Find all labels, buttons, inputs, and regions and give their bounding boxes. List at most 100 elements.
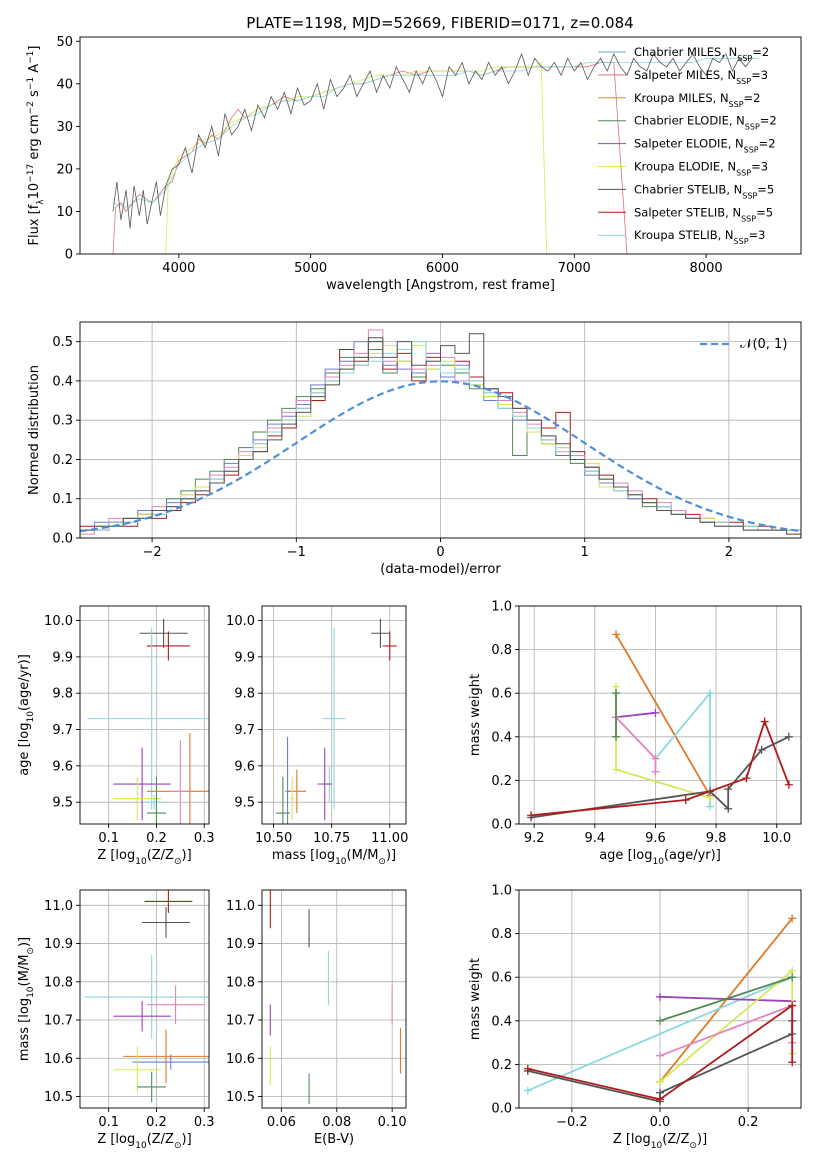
error-bar-point bbox=[371, 618, 390, 648]
weight-marker bbox=[681, 796, 690, 805]
y-tick-label: 0.2 bbox=[52, 453, 73, 468]
weight-line bbox=[531, 718, 790, 817]
y-tick-label: 11.0 bbox=[226, 899, 255, 914]
plot-frame bbox=[261, 889, 407, 1109]
plot-frame bbox=[79, 36, 802, 255]
weight-marker bbox=[706, 802, 715, 811]
axes-residuals bbox=[80, 322, 801, 539]
legend-label: 𝒩(0, 1) bbox=[740, 337, 787, 352]
charts: 4000 5000 6000 7000 800001020304050wavelengt… bbox=[17, 35, 802, 1151]
error-bar-point bbox=[382, 631, 397, 661]
weight-marker bbox=[784, 780, 793, 789]
weight-marker bbox=[523, 1086, 532, 1095]
x-tick-label: 0.2 bbox=[738, 1115, 759, 1130]
error-bar-point bbox=[113, 776, 162, 821]
y-tick-label: 10.7 bbox=[226, 1014, 255, 1029]
weight-marker bbox=[612, 689, 621, 698]
y-tick-label: 0.3 bbox=[52, 414, 73, 429]
y-tick-label: 9.6 bbox=[52, 759, 73, 774]
y-tick-label: 40 bbox=[56, 77, 73, 92]
x-tick-label: 10.50 bbox=[255, 831, 292, 846]
x-tick-label: 7000 bbox=[558, 261, 591, 276]
weight-marker bbox=[612, 765, 621, 774]
legend-label: Chabrier STELIB, NSSP=5 bbox=[634, 182, 774, 200]
y-tick-label: 9.9 bbox=[234, 650, 255, 665]
error-bar-point bbox=[142, 907, 190, 938]
marks-age-weight bbox=[527, 630, 793, 822]
y-tick-label: 50 bbox=[56, 35, 73, 50]
y-tick-label: 0.4 bbox=[52, 374, 73, 389]
legend-label: Chabrier ELODIE, NSSP=2 bbox=[634, 114, 777, 132]
weight-marker bbox=[788, 973, 797, 982]
legend: Chabrier MILES, NSSP=2 Salpeter MILES, NS… bbox=[598, 45, 777, 246]
x-axis-label: Z [log10(Z/Z⊙)] bbox=[97, 1132, 191, 1151]
weight-line bbox=[527, 976, 793, 1092]
y-axis-label: Normed distribution bbox=[27, 365, 42, 495]
x-tick-label: 9.4 bbox=[584, 831, 605, 846]
marks-z-weight bbox=[523, 914, 797, 1106]
y-tick-label: 0.8 bbox=[491, 643, 512, 658]
y-tick-label: 9.9 bbox=[52, 650, 73, 665]
y-tick-label: 10.8 bbox=[44, 975, 73, 990]
error-bar-point bbox=[113, 1046, 162, 1093]
marks-z-age bbox=[87, 618, 209, 824]
x-tick-label: 8000 bbox=[690, 261, 723, 276]
y-tick-label: 9.5 bbox=[234, 796, 255, 811]
plot-frame bbox=[79, 605, 210, 825]
frame-mass-age: 10.50 10.75 11.00 9.5 9.6 9.7 9.8 9.9 10.0 mass [… bbox=[226, 605, 408, 867]
error-bar-point bbox=[146, 631, 190, 661]
y-tick-label: 11.0 bbox=[44, 899, 73, 914]
error-bar-point bbox=[146, 776, 166, 824]
weight-line bbox=[530, 735, 790, 819]
y-tick-label: 0.5 bbox=[52, 335, 73, 350]
y-axis-label: Flux [fλ10−17 erg cm−2 s−1 A−1] bbox=[26, 46, 46, 246]
weight-marker bbox=[651, 754, 660, 763]
y-tick-label: 0 bbox=[65, 248, 73, 263]
y-tick-label: 0.1 bbox=[52, 492, 73, 507]
marks-z-mass bbox=[84, 890, 209, 1103]
weight-marker bbox=[651, 708, 660, 717]
y-tick-label: 10.6 bbox=[226, 1052, 255, 1067]
y-tick-label: 0.6 bbox=[491, 687, 512, 702]
y-tick-label: 1.0 bbox=[491, 600, 512, 615]
error-bar-point bbox=[287, 769, 307, 814]
weight-line bbox=[659, 976, 793, 1022]
y-tick-label: 20 bbox=[56, 162, 73, 177]
y-axis-label: mass weight bbox=[468, 674, 483, 756]
y-tick-label: 0.0 bbox=[491, 1102, 512, 1117]
y-tick-label: 0.0 bbox=[491, 818, 512, 833]
x-tick-label: 0.1 bbox=[98, 1115, 119, 1130]
error-bar-point bbox=[139, 618, 188, 648]
y-tick-label: 10.9 bbox=[44, 937, 73, 952]
weight-marker bbox=[651, 767, 660, 776]
y-axis-label: mass weight bbox=[468, 958, 483, 1040]
x-tick-label: 2 bbox=[725, 545, 733, 560]
x-tick-label: 0 bbox=[436, 545, 444, 560]
error-bar-point bbox=[146, 985, 205, 1024]
x-tick-label: 10.75 bbox=[313, 831, 350, 846]
y-tick-label: 0.2 bbox=[491, 1058, 512, 1073]
weight-line bbox=[615, 716, 657, 772]
x-tick-label: 0.2 bbox=[146, 831, 167, 846]
frame-residuals: −2 −1 0 1 2 0.0 0.1 0.2 0.3 0.4 0.5 (data-model)/er… bbox=[52, 321, 802, 577]
y-tick-label: 9.8 bbox=[234, 687, 255, 702]
x-axis-label: Z [log10(Z/Z⊙)] bbox=[97, 848, 191, 867]
axes-z-age bbox=[80, 606, 209, 824]
error-bar-point bbox=[132, 1054, 209, 1070]
weight-marker bbox=[742, 774, 751, 783]
x-axis-label: E(B-V) bbox=[314, 1132, 354, 1147]
legend-label: Chabrier MILES, NSSP=2 bbox=[634, 45, 769, 63]
x-tick-label: 0.1 bbox=[98, 831, 119, 846]
y-tick-label: 10.5 bbox=[44, 1090, 73, 1105]
error-bar-point bbox=[144, 890, 193, 913]
y-tick-label: 10.0 bbox=[226, 614, 255, 629]
error-bar-point bbox=[322, 627, 346, 810]
x-tick-label: 5000 bbox=[294, 261, 327, 276]
spectrum-line bbox=[112, 57, 759, 208]
frame-z-mass: 0.1 0.2 0.3 10.5 10.6 10.7 10.8 10.9 11.0 Z [log1… bbox=[44, 889, 215, 1151]
y-axis-label: mass [log10(M/M⊙)] bbox=[17, 937, 36, 1061]
weight-line bbox=[615, 711, 656, 719]
error-bar-point bbox=[87, 627, 209, 810]
error-bar-point bbox=[317, 747, 332, 821]
histogram-step bbox=[80, 333, 801, 538]
